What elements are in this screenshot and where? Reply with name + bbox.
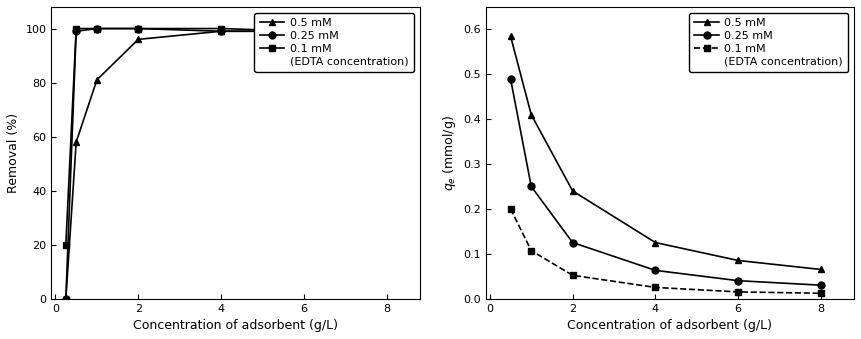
Y-axis label: Removal (%): Removal (%): [7, 113, 20, 193]
Y-axis label: $q_e$ (mmol/g): $q_e$ (mmol/g): [441, 115, 457, 191]
Legend: 0.5 mM, 0.25 mM, 0.1 mM, (EDTA concentration): 0.5 mM, 0.25 mM, 0.1 mM, (EDTA concentra…: [254, 13, 414, 72]
X-axis label: Concentration of adsorbent (g/L): Concentration of adsorbent (g/L): [133, 319, 338, 332]
X-axis label: Concentration of adsorbent (g/L): Concentration of adsorbent (g/L): [567, 319, 772, 332]
Legend: 0.5 mM, 0.25 mM, 0.1 mM, (EDTA concentration): 0.5 mM, 0.25 mM, 0.1 mM, (EDTA concentra…: [689, 13, 848, 72]
